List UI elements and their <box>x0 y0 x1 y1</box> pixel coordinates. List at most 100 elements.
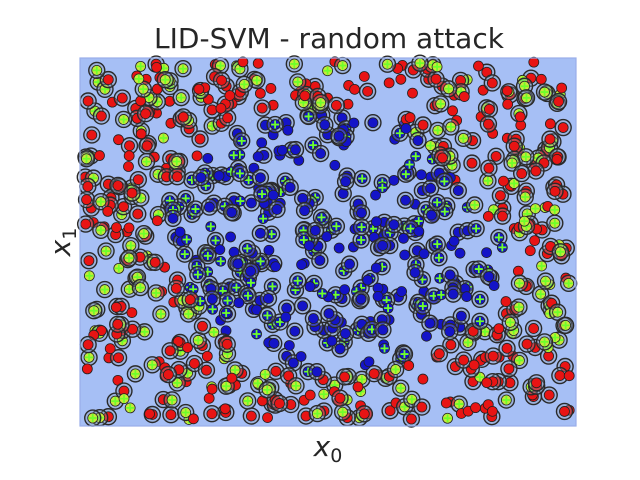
point-marker <box>308 313 319 324</box>
point-red <box>239 392 257 410</box>
attack-cross <box>480 327 489 336</box>
point-red <box>120 137 139 155</box>
point-marker <box>559 361 571 372</box>
point-marker <box>116 92 128 104</box>
point-marker <box>113 134 124 146</box>
point-red <box>124 402 136 414</box>
point-marker <box>400 194 411 206</box>
point-red <box>383 77 395 89</box>
point-marker <box>213 170 225 182</box>
point-marker <box>110 301 122 313</box>
point-red <box>458 91 470 102</box>
point-marker <box>367 117 379 129</box>
point-marker <box>126 187 138 199</box>
point-marker <box>352 381 364 393</box>
point-blue <box>202 152 214 164</box>
point-marker <box>340 176 351 188</box>
point-marker <box>417 373 429 385</box>
point-blue <box>370 189 381 201</box>
point-red <box>554 118 572 137</box>
point-red <box>392 379 410 397</box>
point-red <box>258 381 276 399</box>
point-blue <box>488 280 500 291</box>
point-marker <box>82 339 94 350</box>
point-red <box>524 245 536 257</box>
point-marker <box>549 185 561 197</box>
point-red <box>126 307 138 319</box>
point-blue <box>348 117 360 129</box>
point-red <box>181 290 199 309</box>
point-marker <box>189 358 200 369</box>
point-red <box>529 235 541 247</box>
point-blue <box>316 116 334 134</box>
point-blue <box>449 181 467 200</box>
point-blue <box>251 328 262 340</box>
attack-cross <box>304 367 313 376</box>
point-marker <box>388 174 400 186</box>
point-red <box>197 361 216 379</box>
point-marker <box>468 359 480 371</box>
point-red <box>431 95 450 113</box>
point-marker <box>497 210 508 222</box>
point-marker <box>502 98 514 110</box>
point-red <box>83 270 95 282</box>
point-red <box>203 405 221 423</box>
point-marker <box>326 335 338 347</box>
point-blue <box>333 242 345 254</box>
point-blue <box>374 321 392 339</box>
attack-cross <box>502 396 511 405</box>
point-marker <box>282 124 294 136</box>
point-marker <box>162 369 174 380</box>
point-marker <box>304 281 316 292</box>
point-red <box>528 56 540 68</box>
point-red <box>88 61 106 80</box>
point-blue <box>331 340 349 358</box>
point-blue <box>293 297 312 315</box>
attack-cross <box>291 286 300 295</box>
point-red <box>85 301 103 320</box>
point-blue <box>395 345 414 363</box>
point-marker <box>415 169 427 181</box>
point-red <box>163 391 181 409</box>
point-red <box>518 215 530 227</box>
point-blue <box>251 224 270 242</box>
point-marker <box>372 290 384 302</box>
point-marker <box>368 368 380 380</box>
point-marker <box>490 150 502 162</box>
point-red <box>403 360 415 371</box>
point-red <box>113 262 125 274</box>
point-marker <box>270 365 282 377</box>
point-red <box>447 105 458 117</box>
attack-cross <box>140 327 149 336</box>
point-red <box>308 404 327 423</box>
plot-area <box>76 54 578 428</box>
point-marker <box>425 182 437 194</box>
point-red <box>172 88 190 107</box>
point-red <box>512 164 531 183</box>
attack-cross <box>181 194 190 203</box>
point-marker <box>319 119 331 131</box>
point-blue <box>404 159 415 170</box>
point-blue <box>461 291 473 303</box>
point-marker <box>83 255 95 267</box>
point-marker <box>323 308 335 319</box>
point-marker <box>132 174 144 186</box>
point-marker <box>102 74 114 86</box>
point-blue <box>353 169 371 188</box>
point-marker <box>203 392 215 404</box>
point-red <box>174 108 193 126</box>
point-blue <box>200 198 219 216</box>
point-marker <box>344 258 355 270</box>
point-red <box>510 298 528 316</box>
attack-cross <box>550 219 559 228</box>
attack-cross <box>259 214 268 223</box>
point-marker <box>433 348 445 360</box>
point-marker <box>132 208 144 220</box>
attack-cross <box>550 205 559 214</box>
point-marker <box>281 302 293 314</box>
point-marker <box>297 300 309 312</box>
point-blue <box>214 244 226 255</box>
point-red <box>304 389 316 401</box>
point-marker <box>165 409 177 421</box>
